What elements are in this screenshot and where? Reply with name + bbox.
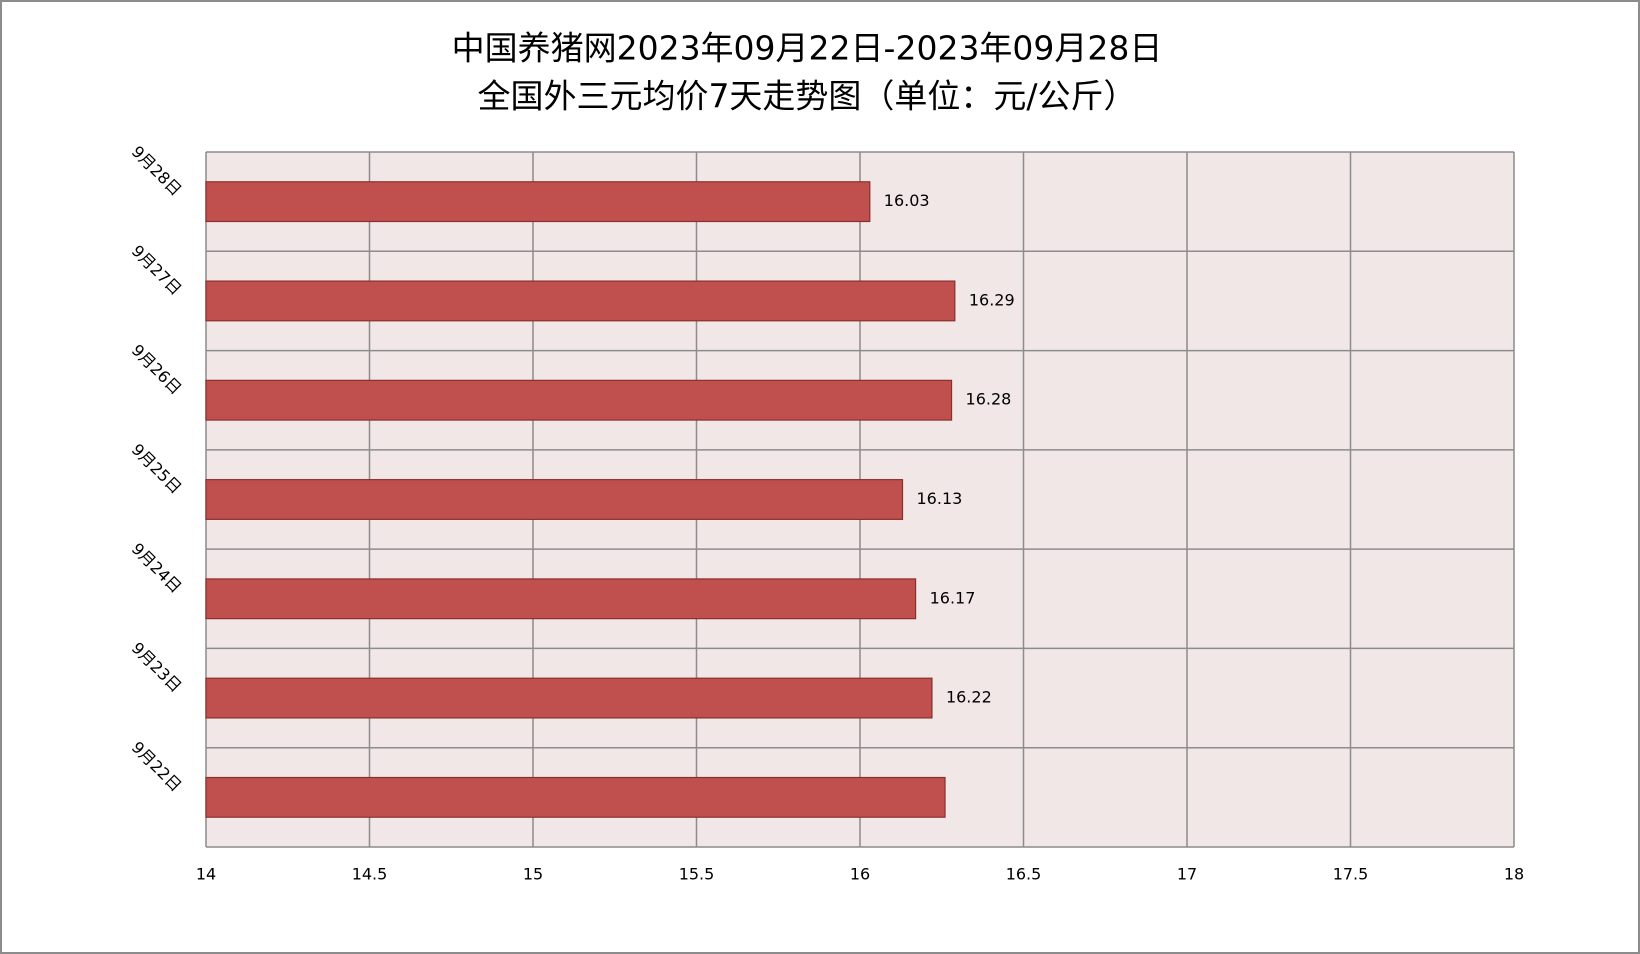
data-label: 16.03 (884, 191, 930, 210)
x-tick-label: 15 (523, 865, 543, 884)
bar (205, 280, 956, 322)
x-tick-label: 17 (1177, 865, 1197, 884)
x-tick-label: 16 (850, 865, 870, 884)
bar (205, 677, 933, 719)
chart-title: 中国养猪网2023年09月22日-2023年09月28日 (452, 29, 1163, 68)
chart-subtitle: 全国外三元均价7天走势图（单位：元/公斤） (477, 77, 1136, 116)
data-label: 16.13 (917, 489, 963, 508)
bar (205, 479, 904, 520)
bar (205, 776, 946, 818)
data-label: 16.29 (969, 290, 1015, 309)
bar (205, 578, 917, 620)
x-tick-label: 15.5 (679, 865, 715, 884)
x-tick-label: 16.5 (1006, 865, 1042, 884)
bar (205, 181, 871, 223)
x-tick-label: 17.5 (1333, 865, 1369, 884)
x-tick-label: 18 (1504, 865, 1524, 884)
x-tick-label: 14.5 (352, 865, 388, 884)
x-tick-label: 14 (196, 865, 216, 884)
bar (205, 379, 953, 421)
data-label: 16.17 (930, 588, 976, 607)
data-label: 16.28 (966, 390, 1012, 409)
data-label: 16.22 (946, 688, 992, 707)
